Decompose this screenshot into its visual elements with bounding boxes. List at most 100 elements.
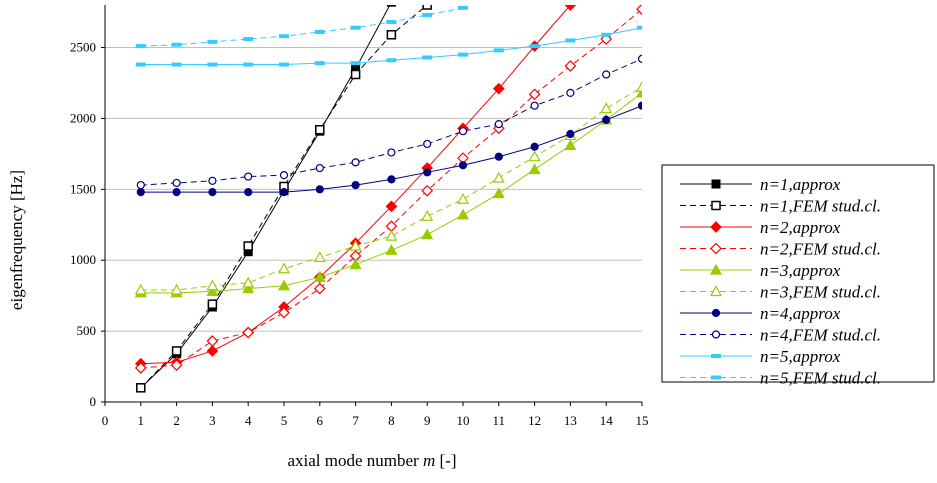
- y-axis-title: eigenfrequency [Hz]: [7, 170, 26, 310]
- data-point-n=5,FEM stud.cl.-m9: [422, 12, 433, 17]
- legend-item-n=2,FEM stud.cl.: n=2,FEM stud.cl.: [680, 240, 881, 259]
- x-tick-label-13: 13: [564, 413, 577, 428]
- x-tick-label-5: 5: [281, 413, 288, 428]
- legend-label-n=1,FEM stud.cl.: n=1,FEM stud.cl.: [760, 197, 881, 216]
- data-point-n=5,FEM stud.cl.-m1: [135, 44, 146, 49]
- data-point-n=4,FEM stud.cl.-m5: [279, 171, 289, 180]
- data-point-n=5,FEM stud.cl.-m6: [314, 29, 325, 34]
- x-tick-label-11: 11: [493, 413, 506, 428]
- data-point-n=4,approx-m14: [602, 115, 611, 124]
- legend-item-n=1,FEM stud.cl.: n=1,FEM stud.cl.: [680, 197, 881, 216]
- legend-marker-n=5,FEM stud.cl.: [711, 375, 721, 380]
- data-point-n=5,approx-m13: [565, 38, 576, 43]
- data-point-n=5,approx-m6: [314, 61, 325, 66]
- y-tick-label-2500: 2500: [70, 40, 96, 55]
- data-point-n=5,approx-m10: [458, 52, 468, 57]
- data-point-n=3,approx-m11: [492, 187, 505, 199]
- data-point-n=2,FEM stud.cl.-m2: [170, 359, 183, 371]
- data-point-n=4,approx-m7: [351, 180, 360, 190]
- legend-marker-n=2,approx: [710, 221, 722, 233]
- legend-item-n=1,approx: n=1,approx: [680, 175, 841, 194]
- data-point-n=4,FEM stud.cl.-m12: [530, 101, 539, 110]
- data-point-n=3,FEM stud.cl.-m4: [242, 276, 255, 288]
- data-point-n=3,approx-m9: [421, 228, 434, 240]
- legend-label-n=2,FEM stud.cl.: n=2,FEM stud.cl.: [760, 240, 881, 259]
- data-point-n=4,approx-m13: [566, 129, 575, 139]
- data-point-n=3,FEM stud.cl.-m7: [349, 239, 362, 251]
- legend-marker-n=5,approx: [711, 354, 721, 358]
- data-point-n=3,FEM stud.cl.-m11: [492, 171, 505, 183]
- data-point-n=4,FEM stud.cl.-m3: [208, 176, 217, 185]
- x-tick-label-2: 2: [173, 413, 180, 428]
- data-point-n=3,approx-m8: [385, 244, 398, 255]
- data-point-n=5,approx-m12: [529, 44, 540, 49]
- y-tick-label-2000: 2000: [70, 110, 96, 125]
- x-tick-label-12: 12: [528, 413, 541, 428]
- x-tick-label-8: 8: [388, 413, 395, 428]
- data-point-n=3,approx-m4: [242, 282, 255, 294]
- data-point-n=3,FEM stud.cl.-m12: [528, 150, 541, 162]
- data-point-n=3,FEM stud.cl.-m10: [456, 193, 470, 204]
- data-point-n=5,FEM stud.cl.-m5: [279, 34, 289, 39]
- data-point-n=3,FEM stud.cl.-m2: [170, 283, 183, 295]
- series-line-n=1,FEM stud.cl.: [140, 5, 428, 389]
- data-point-n=4,FEM stud.cl.-m7: [351, 158, 360, 167]
- legend-marker-n=4,approx: [711, 308, 721, 318]
- data-point-n=2,FEM stud.cl.-m6: [313, 282, 326, 295]
- data-point-n=5,approx-m5: [279, 62, 289, 67]
- data-point-n=3,FEM stud.cl.-m6: [313, 251, 326, 262]
- data-point-n=4,FEM stud.cl.-m10: [458, 127, 468, 136]
- series-line-n=4,FEM stud.cl.: [140, 58, 642, 186]
- data-point-n=2,FEM stud.cl.-m13: [564, 60, 577, 72]
- data-point-n=5,FEM stud.cl.-m8: [386, 20, 397, 25]
- data-point-n=3,FEM stud.cl.-m8: [385, 229, 398, 241]
- x-axis-title-prefix: axial mode number: [287, 451, 423, 470]
- data-point-n=5,approx-m3: [207, 62, 218, 67]
- data-point-n=4,FEM stud.cl.-m4: [244, 172, 253, 181]
- x-tick-label-9: 9: [424, 413, 431, 428]
- x-axis-title-suffix: [-]: [435, 451, 456, 470]
- legend-label-n=3,FEM stud.cl.: n=3,FEM stud.cl.: [760, 283, 881, 302]
- data-point-n=3,approx-m13: [564, 139, 577, 150]
- legend-marker-n=3,approx: [709, 263, 723, 275]
- data-point-n=2,FEM stud.cl.-m12: [528, 88, 541, 101]
- data-point-n=4,FEM stud.cl.-m13: [566, 88, 575, 98]
- data-point-n=4,approx-m2: [172, 188, 181, 197]
- data-point-n=2,FEM stud.cl.-m3: [206, 335, 219, 347]
- data-point-n=1,FEM stud.cl.-m4: [243, 241, 253, 251]
- data-point-n=3,FEM stud.cl.-m15: [635, 81, 642, 92]
- data-point-n=1,FEM stud.cl.-m3: [207, 299, 218, 309]
- data-point-n=5,FEM stud.cl.-m7: [350, 25, 361, 30]
- data-point-n=5,approx-m8: [386, 58, 397, 63]
- legend: n=1,approx n=1,FEM stud.cl. n=2,approx n=2,…: [661, 164, 935, 388]
- series-n=5,FEM stud.cl.: [135, 5, 468, 49]
- series-n=3,FEM stud.cl.: [134, 81, 642, 295]
- x-tick-label-0: 0: [102, 413, 109, 428]
- x-tick-label-6: 6: [317, 413, 324, 428]
- data-point-n=5,approx-m11: [493, 48, 504, 53]
- data-point-n=4,approx-m5: [279, 188, 289, 197]
- data-point-n=2,approx-m11: [492, 82, 505, 95]
- data-point-n=5,approx-m14: [601, 32, 612, 37]
- data-point-n=3,approx-m7: [349, 258, 362, 270]
- data-point-n=4,FEM stud.cl.-m9: [423, 139, 432, 149]
- data-point-n=3,FEM stud.cl.-m9: [421, 210, 434, 221]
- legend-item-n=3,approx: n=3,approx: [680, 261, 841, 280]
- data-point-n=4,FEM stud.cl.-m8: [387, 148, 396, 157]
- data-point-n=5,approx-m1: [135, 62, 146, 67]
- data-point-n=5,approx-m4: [243, 62, 254, 67]
- x-tick-label-15: 15: [636, 413, 649, 428]
- data-point-n=3,FEM stud.cl.-m5: [277, 262, 291, 274]
- legend-marker-n=3,FEM stud.cl.: [709, 285, 723, 297]
- data-point-n=1,FEM stud.cl.-m8: [386, 30, 397, 40]
- x-tick-label-7: 7: [352, 413, 359, 428]
- data-point-n=4,approx-m6: [315, 185, 324, 194]
- data-point-n=2,FEM stud.cl.-m11: [492, 122, 505, 135]
- series-n=1,FEM stud.cl.: [136, 5, 432, 393]
- series-line-n=3,FEM stud.cl.: [140, 86, 642, 291]
- data-point-n=3,FEM stud.cl.-m3: [206, 279, 219, 291]
- legend-marker-n=1,FEM stud.cl.: [711, 200, 721, 211]
- data-point-n=5,approx-m9: [422, 55, 433, 60]
- data-point-n=4,approx-m1: [136, 188, 145, 197]
